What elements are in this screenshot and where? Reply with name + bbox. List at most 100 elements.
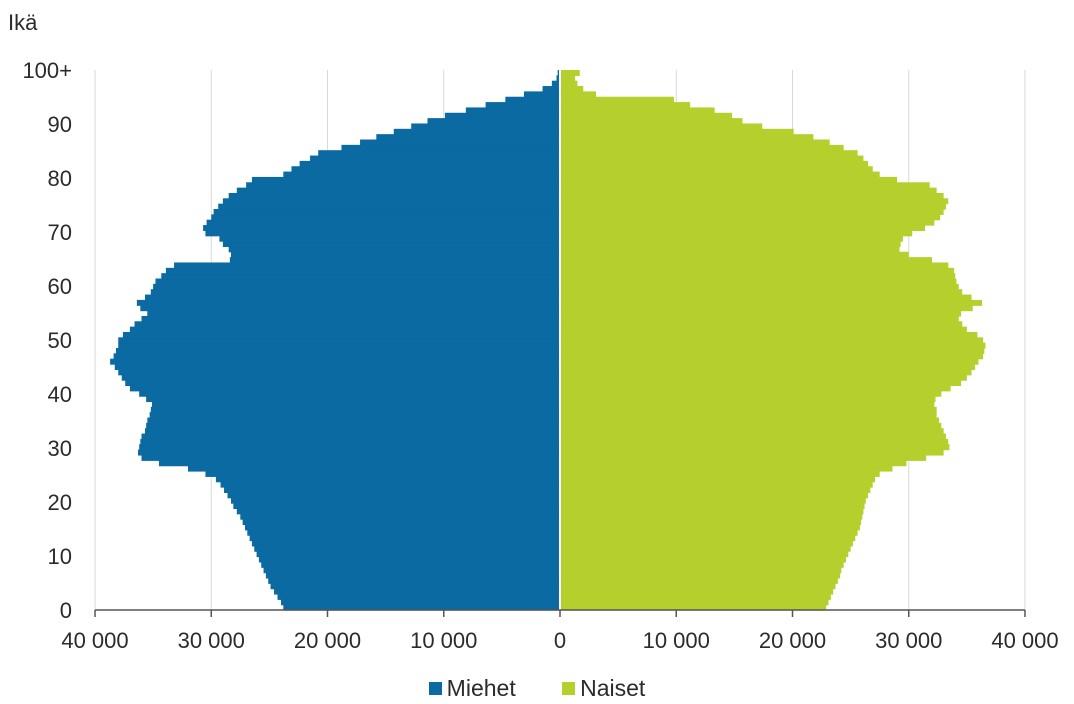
bar-women <box>560 187 937 194</box>
bar-women <box>560 449 944 456</box>
y-tick-label: 70 <box>48 220 72 245</box>
bar-men <box>220 481 561 488</box>
bar-men <box>274 588 560 595</box>
bar-women <box>560 497 866 504</box>
bar-women <box>560 428 944 435</box>
bar-women <box>560 529 858 536</box>
bar-women <box>560 374 967 381</box>
bar-women <box>560 182 930 189</box>
bar-men <box>376 134 560 141</box>
y-tick-label: 40 <box>48 382 72 407</box>
y-tick-label: 0 <box>60 598 72 623</box>
bar-women <box>560 91 597 98</box>
bar-men <box>146 396 560 403</box>
bar-women <box>560 572 841 579</box>
bar-women <box>560 556 846 563</box>
bar-women <box>560 567 842 574</box>
bar-men <box>139 444 561 451</box>
bar-women <box>560 176 898 183</box>
bar-men <box>485 102 560 109</box>
bar-men <box>360 139 560 146</box>
bar-women <box>560 192 944 199</box>
bar-men <box>228 192 560 199</box>
axes: 40 000 30 000 20 000 10 000 0 10 000 20 000 30 … <box>22 58 1058 653</box>
bar-women <box>560 241 901 248</box>
bar-men <box>205 470 560 477</box>
bar-men <box>161 273 560 280</box>
bar-women <box>560 80 578 87</box>
bar-men <box>136 299 560 306</box>
bar-women <box>560 214 941 221</box>
legend-item-women: Naiset <box>562 675 645 702</box>
bar-women <box>560 353 984 360</box>
bar-men <box>236 187 560 194</box>
bar-men <box>283 604 560 611</box>
bar-women <box>560 433 946 440</box>
bar-men <box>213 209 560 215</box>
bar-men <box>310 155 560 162</box>
bar-men <box>270 583 560 590</box>
bar-women <box>560 481 873 488</box>
bar-men <box>227 492 560 499</box>
bar-women <box>560 246 900 253</box>
bar-women <box>560 267 955 274</box>
y-tick-label: 10 <box>48 544 72 569</box>
bar-women <box>560 390 942 397</box>
bar-women <box>560 171 880 178</box>
bar-men <box>224 487 560 493</box>
bar-men <box>144 294 561 301</box>
bar-men <box>249 535 561 542</box>
y-tick-label: 50 <box>48 328 72 353</box>
y-axis-title: Ikä <box>8 10 38 35</box>
bar-men <box>174 262 561 269</box>
bar-men <box>283 171 560 178</box>
bar-women <box>560 470 880 477</box>
legend-swatch-men <box>428 682 442 695</box>
bar-men <box>125 380 560 387</box>
bar-men <box>247 529 560 536</box>
bar-women <box>560 519 862 526</box>
x-tick-label: 40 000 <box>61 628 128 653</box>
bar-men <box>299 160 560 167</box>
bar-men <box>444 112 560 119</box>
bar-men <box>551 80 560 87</box>
y-tick-label: 80 <box>48 166 72 191</box>
bar-women <box>560 251 909 258</box>
bar-men <box>222 198 560 205</box>
bar-women <box>560 444 950 451</box>
x-tick-label: 40 000 <box>991 628 1058 653</box>
bar-women <box>560 577 838 584</box>
bar-men <box>121 374 561 381</box>
bar-women <box>560 369 972 376</box>
bar-men <box>291 166 560 173</box>
x-tick-label: 10 000 <box>643 628 710 653</box>
bar-women <box>560 128 794 135</box>
bar-men <box>465 107 560 114</box>
bar-women <box>560 401 935 408</box>
bar-men <box>256 551 560 558</box>
bar-women <box>560 604 827 611</box>
bar-men <box>118 337 560 344</box>
bar-women <box>560 198 949 205</box>
bar-women <box>560 257 932 264</box>
bar-men <box>218 203 560 210</box>
bar-men <box>281 599 560 606</box>
bar-women <box>560 294 972 301</box>
bar-women <box>560 348 985 354</box>
bar-men <box>150 406 561 413</box>
bar-men <box>158 460 560 467</box>
bar-men <box>155 278 560 285</box>
legend-label-men: Miehet <box>446 675 516 701</box>
bar-women <box>560 305 973 312</box>
bar-men <box>393 128 560 135</box>
x-tick-label: 30 000 <box>178 628 245 653</box>
bar-women <box>560 321 963 328</box>
bar-women <box>560 385 951 392</box>
bar-men <box>242 519 560 526</box>
bar-women <box>560 487 871 493</box>
bar-men <box>134 321 560 328</box>
y-tick-label: 90 <box>48 112 72 137</box>
bar-women <box>560 358 979 365</box>
bar-women <box>560 160 869 167</box>
bar-women <box>560 524 860 531</box>
